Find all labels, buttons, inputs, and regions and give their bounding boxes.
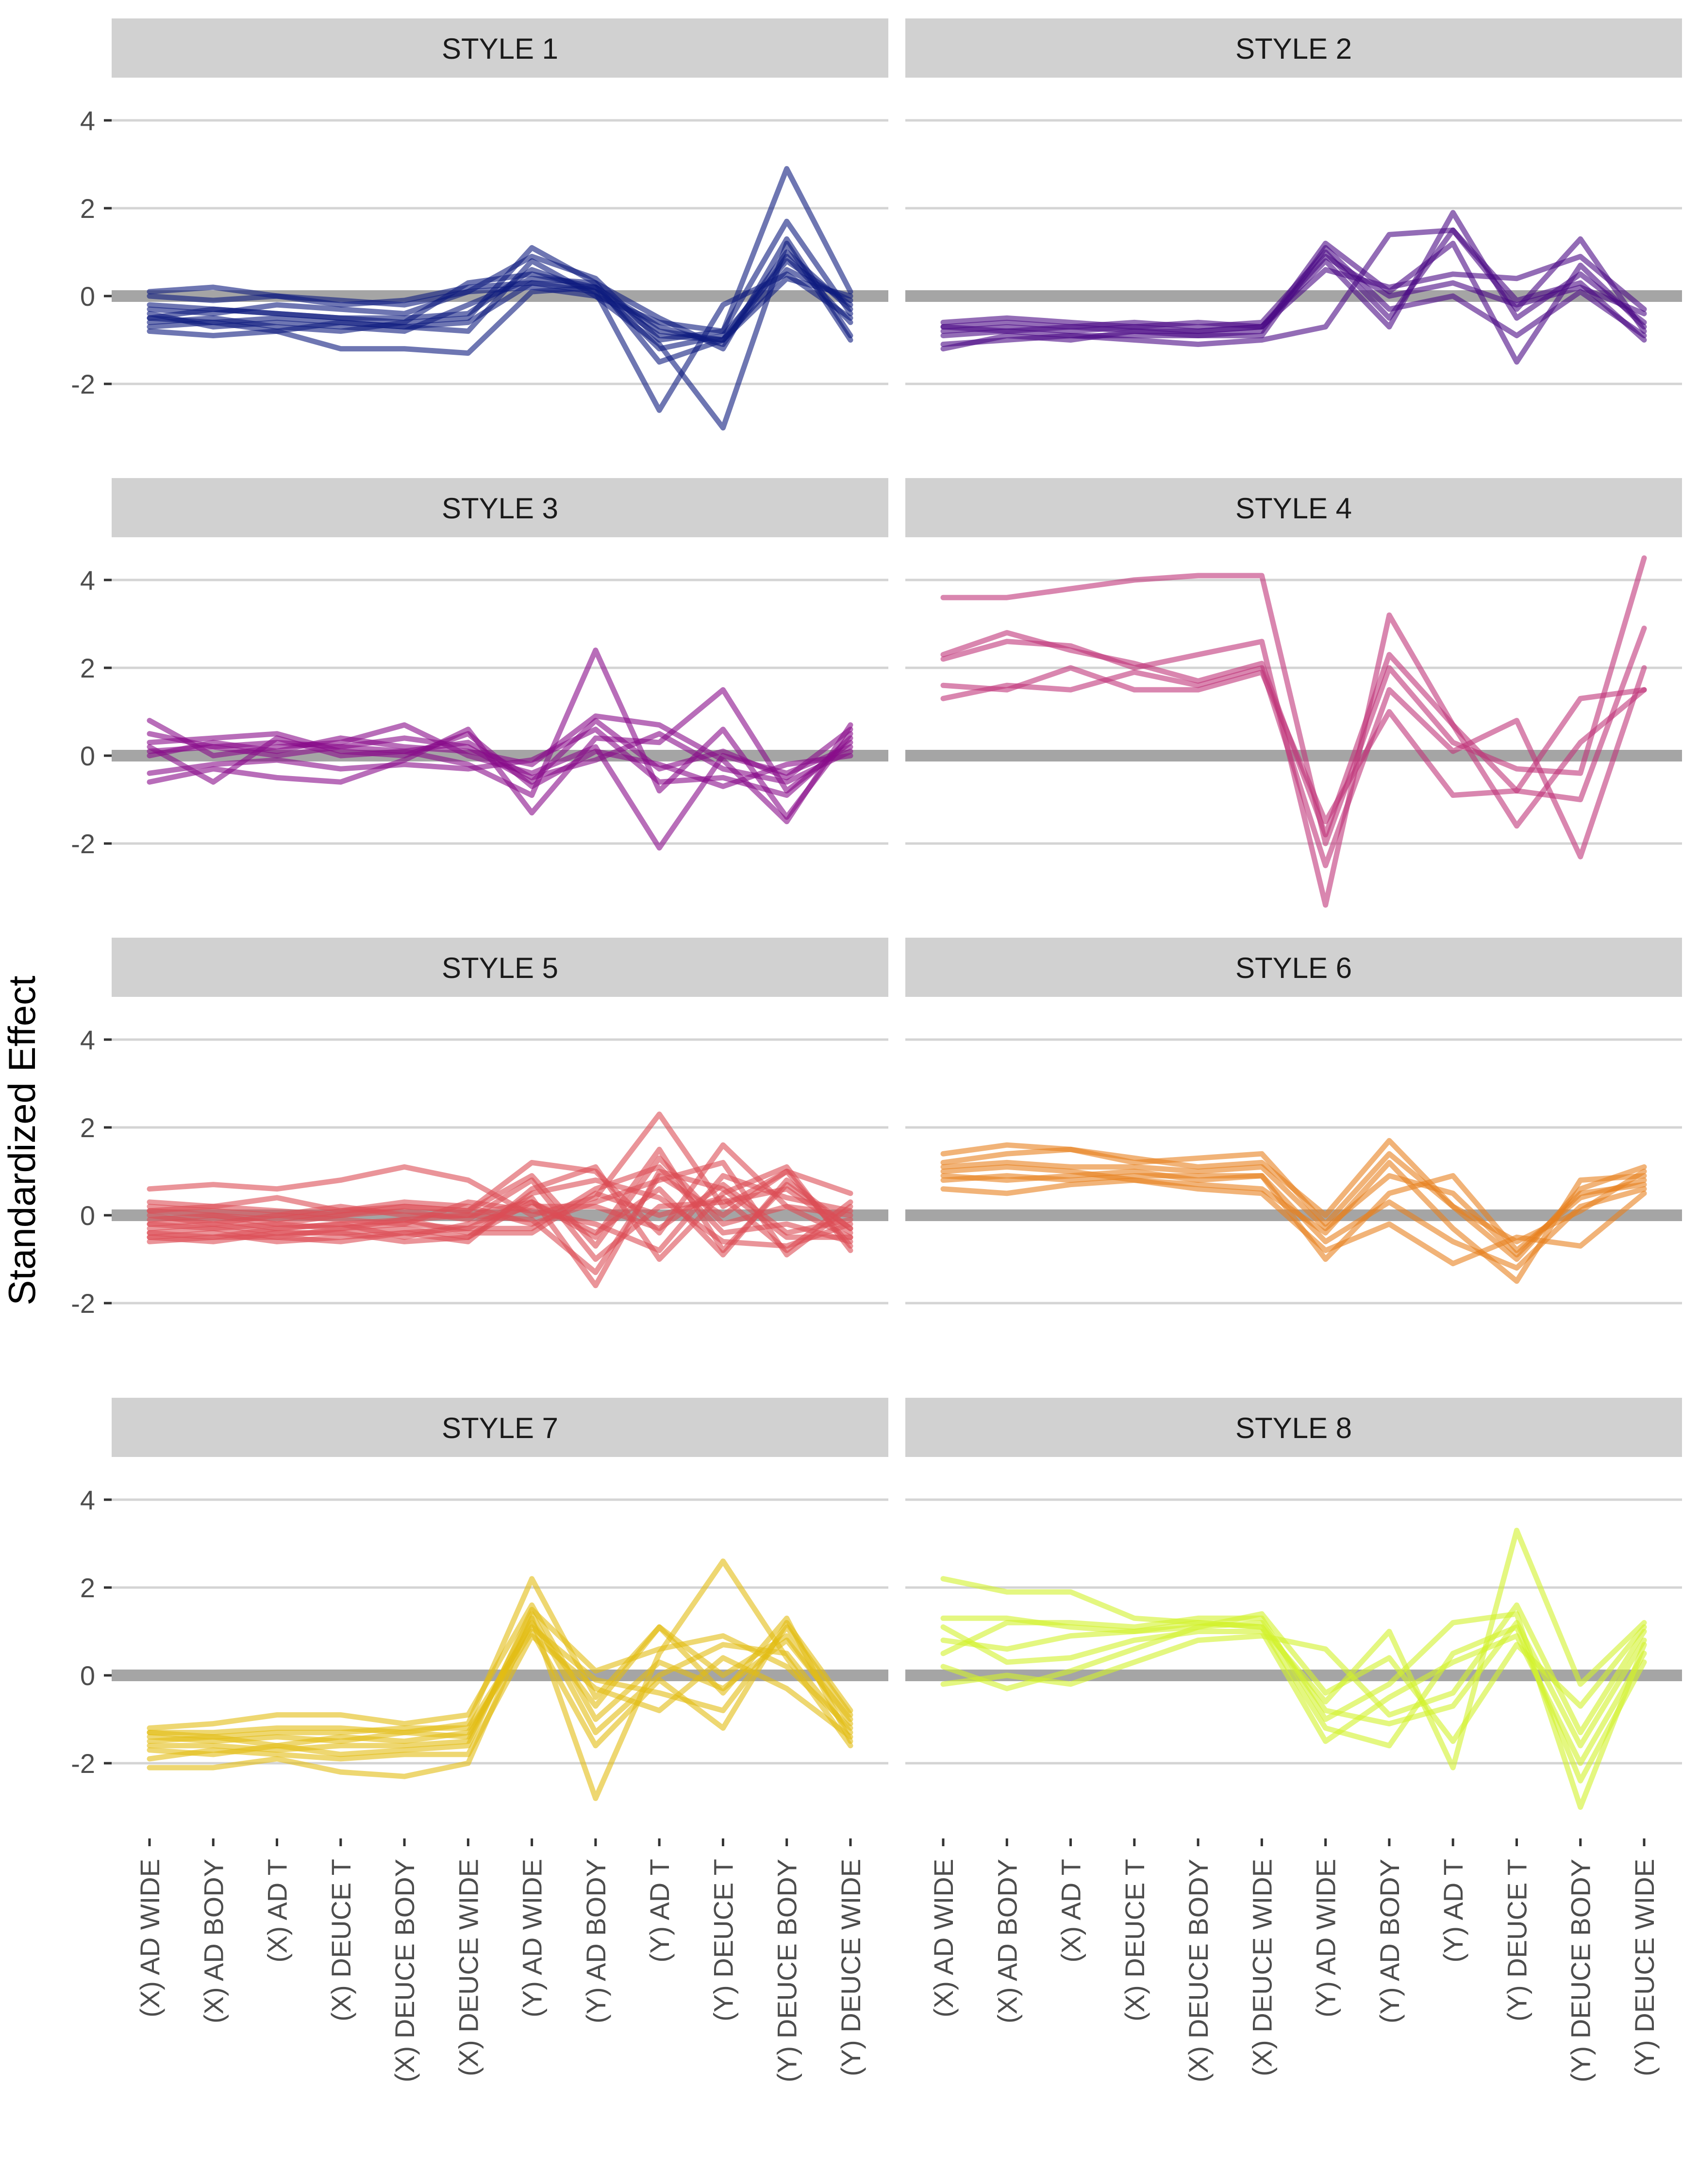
x-tick-label: (X) DEUCE WIDE (453, 1859, 483, 2076)
y-tick-label: 4 (80, 565, 95, 596)
panel: STYLE 7 4 2 0 -2 (71, 1398, 888, 1801)
series-line (940, 254, 1647, 334)
series-line (147, 1633, 853, 1762)
series-line (940, 665, 1647, 868)
panel-strip (905, 478, 1682, 537)
y-tick-label: 4 (80, 105, 95, 136)
x-tick-label: (X) AD BODY (198, 1859, 229, 2023)
x-tick-label: (Y) AD WIDE (1311, 1859, 1341, 2018)
x-tick-label: (Y) AD BODY (581, 1859, 611, 2023)
series-line (940, 1159, 1647, 1257)
series-line (147, 1177, 853, 1257)
panel-title: STYLE 3 (442, 492, 558, 525)
panel: STYLE 6 (905, 938, 1682, 1305)
y-tick-label: 4 (80, 1485, 95, 1515)
x-axis-group: (X) AD WIDE (X) AD BODY (X) AD T (X) DEUCE … (134, 1838, 1660, 2083)
series-line (940, 227, 1647, 347)
x-tick-label: (X) DEUCE WIDE (1247, 1859, 1277, 2076)
x-tick-label: (Y) AD T (1438, 1859, 1468, 1963)
series-line (147, 647, 853, 820)
x-tick-label: (X) DEUCE T (326, 1859, 356, 2021)
panel-title: STYLE 6 (1235, 952, 1352, 984)
series-line (940, 555, 1647, 846)
series-line (940, 227, 1647, 334)
y-tick-label: 0 (80, 281, 95, 312)
series-line (940, 1169, 1647, 1271)
y-tick-label: -2 (71, 1748, 95, 1779)
panel-title: STYLE 5 (442, 952, 558, 984)
panel-title: STYLE 2 (1235, 33, 1352, 65)
series-line (940, 1620, 1647, 1749)
series-line (147, 1624, 853, 1740)
series-line (147, 267, 853, 343)
y-tick-label: 2 (80, 193, 95, 224)
x-tick-label: (Y) DEUCE BODY (1566, 1859, 1596, 2083)
series-line (147, 218, 853, 334)
x-tick-label: (X) AD T (262, 1859, 293, 1963)
series-line (147, 1142, 853, 1236)
y-axis-label: Standardized Effect (0, 976, 43, 1306)
panel: STYLE 1 4 2 0 -2 (71, 18, 888, 430)
series-line (147, 727, 853, 798)
panel: STYLE 8 (905, 1398, 1682, 1810)
panel-strip (112, 18, 888, 78)
series-line (147, 240, 853, 430)
x-tick-label: (X) DEUCE T (1119, 1859, 1150, 2021)
series-line (147, 1182, 853, 1240)
y-tick-label: 2 (80, 653, 95, 683)
x-tick-label: (X) AD WIDE (928, 1859, 959, 2018)
panel: STYLE 3 4 2 0 -2 (71, 478, 888, 859)
x-tick-label: (Y) DEUCE T (1501, 1859, 1532, 2021)
y-tick-label: 0 (80, 741, 95, 771)
panel-strip (112, 1398, 888, 1457)
panel-strip (905, 938, 1682, 997)
x-tick-label: (X) AD WIDE (134, 1859, 165, 2018)
x-tick-label: (Y) AD WIDE (517, 1859, 548, 2018)
series-line (147, 687, 853, 816)
x-tick-label: (X) AD T (1056, 1859, 1086, 1963)
x-tick-label: (X) DEUCE BODY (1183, 1859, 1214, 2083)
panel: STYLE 5 4 2 0 -2 (71, 938, 888, 1319)
x-tick-label: (X) AD BODY (992, 1859, 1022, 2023)
x-tick-label: (Y) DEUCE WIDE (835, 1859, 866, 2076)
y-tick-label: -2 (71, 1288, 95, 1319)
series-line (147, 731, 853, 785)
series-line (940, 1615, 1647, 1784)
x-tick-label: (X) DEUCE BODY (389, 1859, 420, 2083)
panel: STYLE 2 (905, 18, 1682, 385)
y-tick-label: 0 (80, 1200, 95, 1231)
panel-strip (112, 938, 888, 997)
panel-title: STYLE 4 (1235, 492, 1352, 525)
series-line (940, 630, 1647, 838)
series-line (147, 1164, 853, 1244)
series-line (940, 254, 1647, 330)
panel-title: STYLE 1 (442, 33, 558, 65)
y-tick-label: -2 (71, 369, 95, 399)
series-line (940, 1602, 1647, 1736)
series-line (940, 1142, 1647, 1244)
x-tick-label: (Y) DEUCE WIDE (1629, 1859, 1660, 2076)
series-line (147, 1155, 853, 1249)
x-tick-label: (Y) DEUCE T (708, 1859, 738, 2021)
x-tick-label: (Y) DEUCE BODY (772, 1859, 802, 2083)
y-tick-label: -2 (71, 828, 95, 859)
panels-group: STYLE 1 4 2 0 -2 STYLE 2 STYLE 3 4 2 0 -2 STYLE 4 ST… (71, 18, 1682, 1810)
panel-strip (112, 478, 888, 537)
x-tick-label: (Y) AD BODY (1374, 1859, 1405, 2023)
panel-strip (905, 18, 1682, 78)
panel-strip (905, 1398, 1682, 1457)
x-tick-label: (Y) AD T (644, 1859, 675, 1963)
series-line (147, 1191, 853, 1253)
y-tick-label: 0 (80, 1660, 95, 1691)
series-line (147, 1602, 853, 1731)
panel: STYLE 4 (905, 478, 1682, 908)
y-tick-label: 2 (80, 1112, 95, 1143)
y-tick-label: 2 (80, 1572, 95, 1603)
y-tick-label: 4 (80, 1025, 95, 1055)
panel-title: STYLE 8 (1235, 1412, 1352, 1444)
panel-title: STYLE 7 (442, 1412, 558, 1444)
